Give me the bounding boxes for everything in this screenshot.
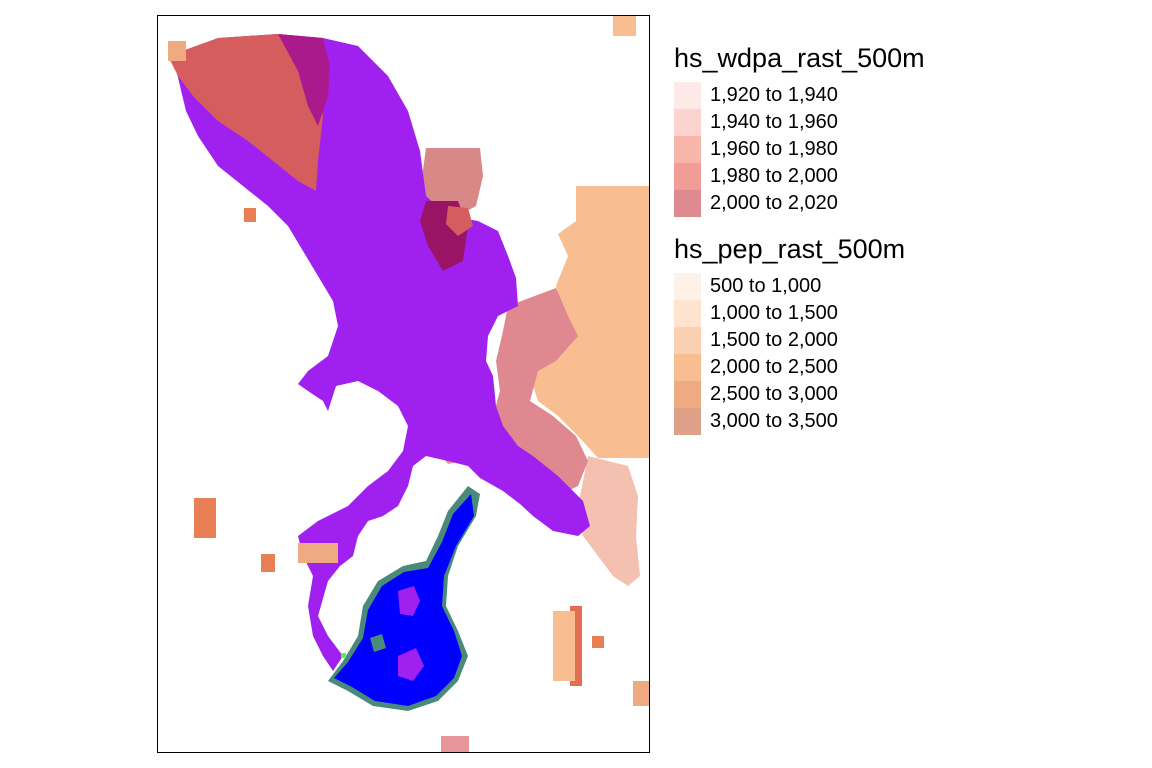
wdpa-zone-northwest [168,34,323,191]
pep-zone-southeast [578,456,640,586]
legend-pep-row: 1,500 to 2,000 [674,327,974,354]
map-panel[interactable] [157,15,650,753]
legend-swatch [674,82,701,109]
pep-patch-10 [168,41,186,61]
raster-map [168,16,649,752]
protected-area-main [173,34,590,671]
legend-swatch [674,109,701,136]
pep-patch-4 [244,208,256,222]
legend-pep-row: 1,000 to 1,500 [674,300,974,327]
legend-swatch [674,163,701,190]
green-pixel [341,653,346,658]
pep-patch-9 [441,736,469,752]
legend-wdpa-row: 1,960 to 1,980 [674,136,974,163]
legend-wdpa-row: 1,980 to 2,000 [674,163,974,190]
protected-area-dark-strip [278,34,330,126]
legend-title-wdpa: hs_wdpa_rast_500m [674,43,925,73]
pep-zone-top-right [613,16,636,36]
legend-label: 1,000 to 1,500 [710,302,838,324]
legend-label: 1,500 to 2,000 [710,329,838,351]
pep-patch-8 [633,681,649,706]
legend-wdpa-row: 1,940 to 1,960 [674,109,974,136]
legend-swatch [674,381,701,408]
legend-label: 2,000 to 2,020 [710,192,838,214]
legend-swatch [674,273,701,300]
legend-wdpa-row: 2,000 to 2,020 [674,190,974,217]
pep-patch-7 [592,636,604,648]
wdpa-zone-east [493,288,588,496]
legend-swatch [674,354,701,381]
red-patch-north [446,206,473,236]
legend-label: 3,000 to 3,500 [710,410,838,432]
pep-patch-1 [194,498,216,538]
lake-island-b [398,648,424,681]
legend-swatch [674,190,701,217]
legend-wdpa-row: 1,920 to 1,940 [674,82,974,109]
legend-wdpa: hs_wdpa_rast_500m 1,920 to 1,940 1,940 to… [674,40,974,217]
legend-label: 2,500 to 3,000 [710,383,838,405]
legend-pep: hs_pep_rast_500m 500 to 1,000 1,000 to 1,… [674,231,974,435]
legend-title-pep: hs_pep_rast_500m [674,234,906,264]
legend-swatch [674,300,701,327]
legend-pep-row: 500 to 1,000 [674,273,974,300]
legend-swatch [674,327,701,354]
legend-pep-row: 3,000 to 3,500 [674,408,974,435]
lake-island-a [398,586,420,616]
legend-pep-row: 2,000 to 2,500 [674,354,974,381]
legend-label: 2,000 to 2,500 [710,356,838,378]
legend: hs_wdpa_rast_500m 1,920 to 1,940 1,940 to… [674,40,974,449]
legend-label: 1,980 to 2,000 [710,165,838,187]
pep-zone-east [530,186,649,458]
legend-label: 1,920 to 1,940 [710,84,838,106]
legend-label: 500 to 1,000 [710,275,822,297]
wdpa-zone-north [420,148,483,216]
legend-swatch [674,408,701,435]
legend-pep-row: 2,500 to 3,000 [674,381,974,408]
legend-label: 1,940 to 1,960 [710,111,838,133]
legend-swatch [674,136,701,163]
pep-patch-2 [261,554,275,572]
legend-label: 1,960 to 1,980 [710,138,838,160]
lake-island-c [370,634,386,652]
pep-patch-6 [553,611,575,681]
pep-patch-3 [298,543,338,563]
